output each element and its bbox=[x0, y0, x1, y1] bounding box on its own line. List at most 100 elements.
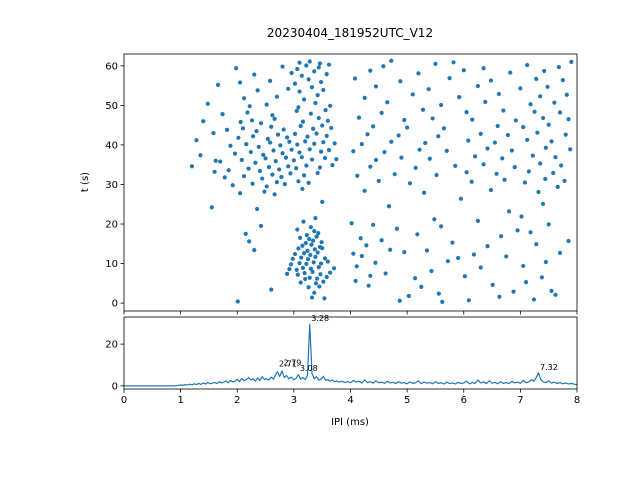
scatter-point bbox=[462, 274, 467, 279]
scatter-point bbox=[322, 155, 328, 161]
scatter-point bbox=[549, 288, 554, 293]
scatter-point bbox=[362, 188, 367, 193]
scatter-point bbox=[389, 139, 394, 144]
histogram-xlabel: IPI (ms) bbox=[331, 417, 369, 428]
scatter-point bbox=[530, 153, 535, 158]
scatter-point bbox=[315, 93, 320, 98]
scatter-point bbox=[245, 110, 250, 115]
scatter-point bbox=[399, 155, 404, 160]
scatter-point bbox=[313, 215, 318, 221]
histogram-peak-annotations: 2.712.793.08 3.28 7.32 bbox=[279, 314, 558, 373]
scatter-point bbox=[488, 78, 494, 83]
scatter-point bbox=[359, 142, 364, 147]
scatter-tick-labels: 0 10 20 30 40 50 60 bbox=[105, 61, 118, 309]
scatter-point bbox=[481, 162, 486, 167]
scatter-point bbox=[300, 243, 305, 248]
scatter-point bbox=[376, 178, 381, 184]
scatter-point bbox=[316, 65, 321, 70]
scatter-point bbox=[501, 108, 506, 113]
scatter-point bbox=[304, 261, 309, 267]
scatter-point bbox=[331, 266, 337, 271]
scatter-point bbox=[270, 172, 275, 177]
scatter-point bbox=[557, 250, 563, 255]
scatter-point bbox=[295, 272, 300, 277]
scatter-point bbox=[528, 102, 533, 107]
scatter-point bbox=[306, 285, 311, 290]
scatter-point bbox=[518, 86, 523, 91]
scatter-point bbox=[412, 276, 418, 281]
scatter-point bbox=[321, 279, 326, 284]
scatter-point bbox=[308, 252, 313, 257]
scatter-point bbox=[300, 119, 306, 124]
scatter-point bbox=[292, 131, 298, 136]
scatter-point bbox=[264, 102, 269, 107]
scatter-point bbox=[422, 190, 427, 195]
scatter-point bbox=[294, 108, 299, 114]
scatter-point bbox=[536, 189, 541, 195]
scatter-point bbox=[301, 173, 307, 178]
scatter-point bbox=[371, 222, 376, 227]
scatter-point bbox=[296, 105, 301, 110]
scatter-point bbox=[304, 232, 309, 238]
scatter-point bbox=[194, 138, 199, 143]
scatter-point bbox=[312, 141, 317, 146]
histogram-xtick-label: 3 bbox=[291, 395, 297, 406]
scatter-point bbox=[451, 60, 456, 65]
scatter-point bbox=[294, 166, 299, 171]
peak-annotation: 2.79 bbox=[283, 359, 301, 368]
scatter-point bbox=[306, 77, 311, 82]
scatter-point bbox=[256, 144, 261, 150]
scatter-point bbox=[382, 149, 387, 155]
scatter-point bbox=[324, 133, 329, 138]
scatter-ytick-label: 20 bbox=[105, 220, 118, 231]
scatter-point bbox=[255, 88, 260, 93]
scatter-point bbox=[316, 115, 321, 121]
scatter-point bbox=[312, 247, 317, 252]
scatter-ytick-label: 10 bbox=[105, 259, 118, 270]
scatter-point bbox=[368, 164, 373, 169]
scatter-point bbox=[317, 165, 323, 170]
scatter-point bbox=[455, 255, 461, 261]
histogram-plot-area bbox=[124, 317, 577, 389]
scatter-point bbox=[439, 102, 444, 108]
scatter-point bbox=[543, 259, 548, 265]
scatter-point bbox=[273, 159, 278, 164]
histogram-xtick-label: 0 bbox=[121, 395, 127, 406]
scatter-point bbox=[236, 135, 241, 140]
scatter-point bbox=[248, 149, 253, 155]
scatter-ylabel: t (s) bbox=[80, 172, 91, 192]
scatter-point bbox=[555, 184, 560, 189]
scatter-point bbox=[556, 64, 561, 70]
peak-annotation: 7.32 bbox=[540, 363, 558, 372]
scatter-point bbox=[284, 271, 290, 276]
scatter-point bbox=[379, 238, 384, 243]
scatter-point bbox=[287, 139, 292, 144]
scatter-point bbox=[205, 101, 210, 106]
scatter-ytick-label: 60 bbox=[105, 61, 118, 72]
histogram-xtick-label: 8 bbox=[574, 395, 580, 406]
scatter-point bbox=[415, 232, 420, 237]
scatter-point bbox=[300, 265, 306, 270]
scatter-point bbox=[439, 224, 444, 229]
scatter-point bbox=[540, 201, 546, 206]
scatter-point bbox=[287, 266, 292, 272]
scatter-tick-marks bbox=[120, 65, 578, 315]
scatter-point bbox=[320, 123, 325, 128]
scatter-point bbox=[310, 269, 315, 274]
scatter-point bbox=[402, 249, 407, 255]
scatter-point bbox=[365, 132, 370, 137]
scatter-point bbox=[260, 176, 265, 181]
scatter-point bbox=[444, 148, 449, 153]
scatter-point bbox=[257, 168, 262, 174]
scatter-point bbox=[254, 206, 260, 212]
scatter-point bbox=[543, 176, 548, 182]
scatter-point bbox=[212, 169, 217, 174]
scatter-point bbox=[502, 177, 507, 182]
scatter-point bbox=[258, 223, 264, 229]
scatter-point bbox=[509, 148, 514, 153]
scatter-point bbox=[496, 91, 501, 97]
scatter-point bbox=[523, 280, 529, 285]
histogram-xtick-label: 4 bbox=[347, 395, 353, 406]
scatter-point bbox=[525, 137, 530, 142]
